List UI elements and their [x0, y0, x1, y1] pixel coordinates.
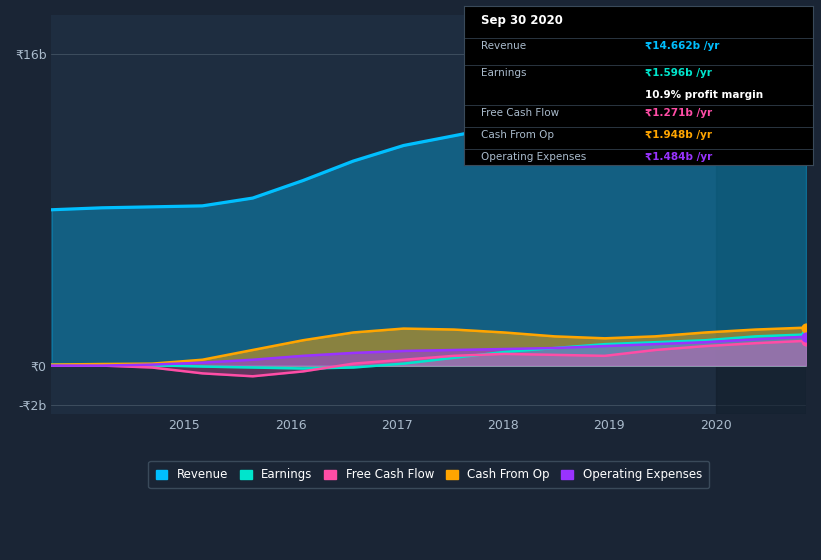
Bar — [716, 15, 806, 414]
Text: ₹1.596b /yr: ₹1.596b /yr — [645, 68, 712, 78]
Text: ₹14.662b /yr: ₹14.662b /yr — [645, 41, 720, 51]
Text: ₹1.948b /yr: ₹1.948b /yr — [645, 130, 713, 140]
Text: Operating Expenses: Operating Expenses — [481, 152, 586, 162]
Point — [800, 323, 813, 332]
Text: Cash From Op: Cash From Op — [481, 130, 554, 140]
Text: Earnings: Earnings — [481, 68, 527, 78]
Text: ₹1.484b /yr: ₹1.484b /yr — [645, 152, 713, 162]
Legend: Revenue, Earnings, Free Cash Flow, Cash From Op, Operating Expenses: Revenue, Earnings, Free Cash Flow, Cash … — [149, 461, 709, 488]
Point — [800, 337, 813, 346]
Text: Free Cash Flow: Free Cash Flow — [481, 108, 559, 118]
Point — [800, 330, 813, 339]
Point — [800, 76, 813, 85]
Text: Revenue: Revenue — [481, 41, 526, 51]
Text: Sep 30 2020: Sep 30 2020 — [481, 13, 563, 26]
Text: ₹1.271b /yr: ₹1.271b /yr — [645, 108, 713, 118]
Text: 10.9% profit margin: 10.9% profit margin — [645, 90, 764, 100]
Point — [800, 332, 813, 341]
